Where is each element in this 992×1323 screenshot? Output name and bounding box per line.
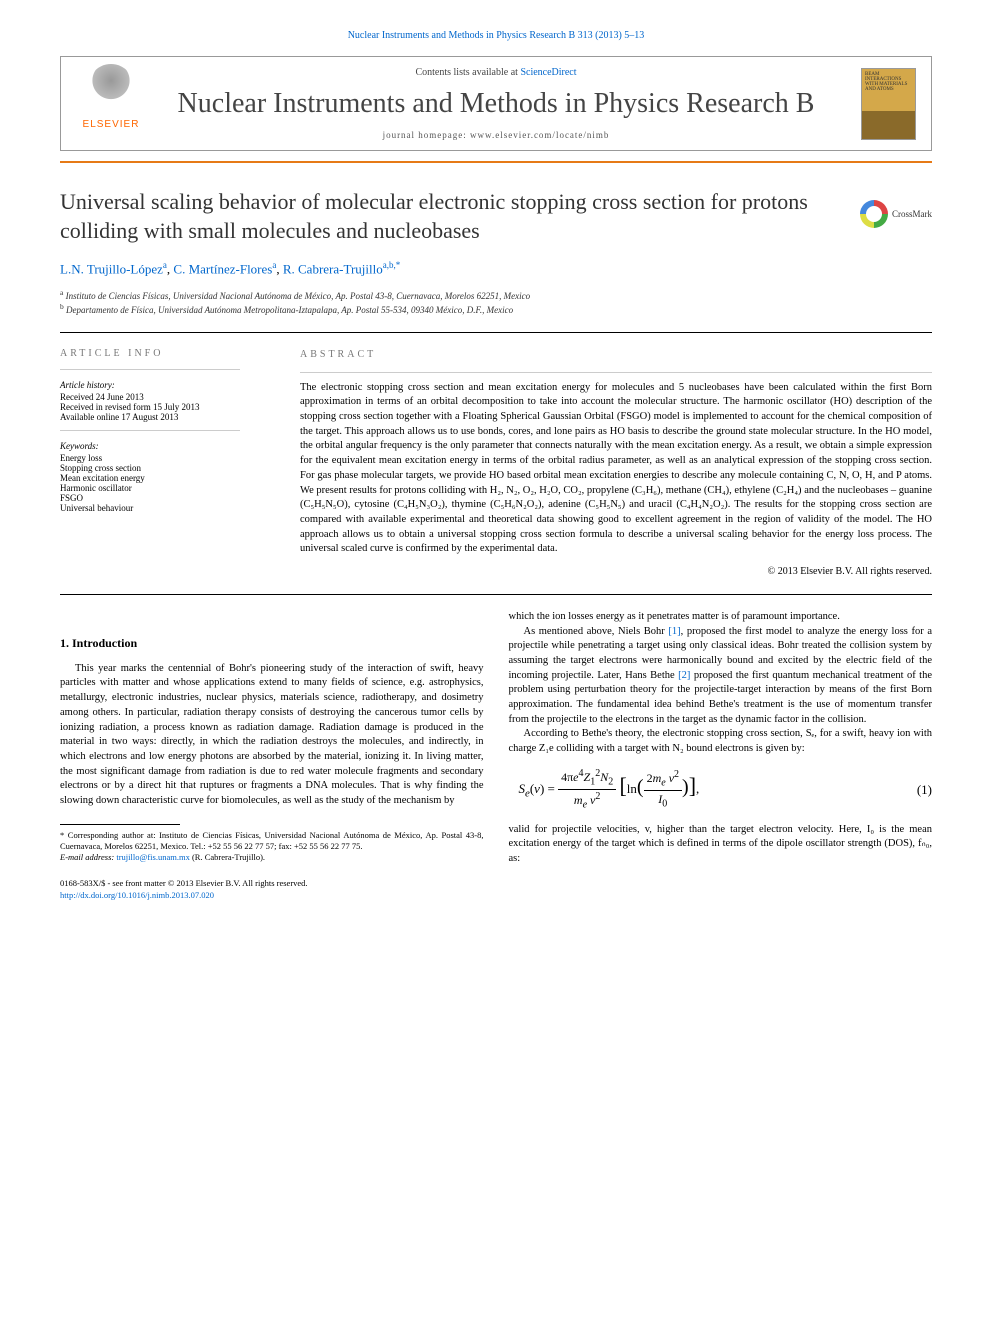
elsevier-logo: ELSEVIER bbox=[76, 64, 146, 144]
citation-ref[interactable]: [1] bbox=[668, 626, 680, 637]
contents-available: Contents lists available at ScienceDirec… bbox=[76, 67, 916, 78]
elsevier-text: ELSEVIER bbox=[76, 119, 146, 130]
eq-number: (1) bbox=[892, 781, 932, 799]
divider bbox=[60, 594, 932, 595]
body-paragraph: valid for projectile velocities, v, high… bbox=[509, 823, 933, 867]
right-column: which the ion losses energy as it penetr… bbox=[509, 610, 933, 902]
footer: 0168-583X/$ - see front matter © 2013 El… bbox=[60, 878, 484, 902]
citation-line: Nuclear Instruments and Methods in Physi… bbox=[60, 30, 932, 41]
abstract-heading: ABSTRACT bbox=[300, 348, 932, 362]
abstract-text: The electronic stopping cross section an… bbox=[300, 381, 932, 557]
crossmark-icon bbox=[860, 200, 888, 228]
copyright: © 2013 Elsevier B.V. All rights reserved… bbox=[300, 565, 932, 579]
affiliations: a Instituto de Ciencias Físicas, Univers… bbox=[60, 288, 932, 317]
doi-link[interactable]: http://dx.doi.org/10.1016/j.nimb.2013.07… bbox=[60, 890, 214, 900]
divider bbox=[60, 161, 932, 163]
section-heading: 1. Introduction bbox=[60, 635, 484, 652]
email-link[interactable]: trujillo@fis.unam.mx bbox=[116, 852, 189, 862]
body-paragraph: This year marks the centennial of Bohr's… bbox=[60, 662, 484, 809]
crossmark-badge[interactable]: CrossMark bbox=[860, 200, 932, 228]
author-link[interactable]: L.N. Trujillo-López bbox=[60, 262, 163, 277]
crossmark-label: CrossMark bbox=[892, 209, 932, 219]
journal-name: Nuclear Instruments and Methods in Physi… bbox=[76, 88, 916, 120]
sciencedirect-link[interactable]: ScienceDirect bbox=[520, 67, 576, 78]
body-paragraph: As mentioned above, Niels Bohr [1], prop… bbox=[509, 625, 933, 728]
article-info: ARTICLE INFO Article history: Received 2… bbox=[60, 348, 270, 579]
body-paragraph: According to Bethe's theory, the electro… bbox=[509, 727, 933, 756]
abstract: ABSTRACT The electronic stopping cross s… bbox=[300, 348, 932, 579]
journal-homepage: journal homepage: www.elsevier.com/locat… bbox=[76, 130, 916, 140]
email-footnote: E-mail address: trujillo@fis.unam.mx (R.… bbox=[60, 852, 484, 863]
journal-cover-thumb: BEAM INTERACTIONS WITH MATERIALS AND ATO… bbox=[861, 68, 916, 140]
journal-header: ELSEVIER BEAM INTERACTIONS WITH MATERIAL… bbox=[60, 56, 932, 151]
divider bbox=[60, 332, 932, 333]
authors-line: L.N. Trujillo-Lópeza, C. Martínez-Flores… bbox=[60, 260, 932, 277]
footnote-rule bbox=[60, 824, 180, 825]
author-link[interactable]: C. Martínez-Flores bbox=[173, 262, 272, 277]
equation-1: Se(v) = 4πe4Z12N2me v2 [ln(2me v2I0)], (… bbox=[509, 767, 933, 813]
corresponding-author-footnote: * Corresponding author at: Instituto de … bbox=[60, 830, 484, 852]
body-paragraph: which the ion losses energy as it penetr… bbox=[509, 610, 933, 625]
left-column: 1. Introduction This year marks the cent… bbox=[60, 610, 484, 902]
article-title: Universal scaling behavior of molecular … bbox=[60, 188, 820, 245]
citation-ref[interactable]: [2] bbox=[678, 670, 690, 681]
author-link[interactable]: R. Cabrera-Trujillo bbox=[283, 262, 383, 277]
article-info-heading: ARTICLE INFO bbox=[60, 348, 270, 359]
